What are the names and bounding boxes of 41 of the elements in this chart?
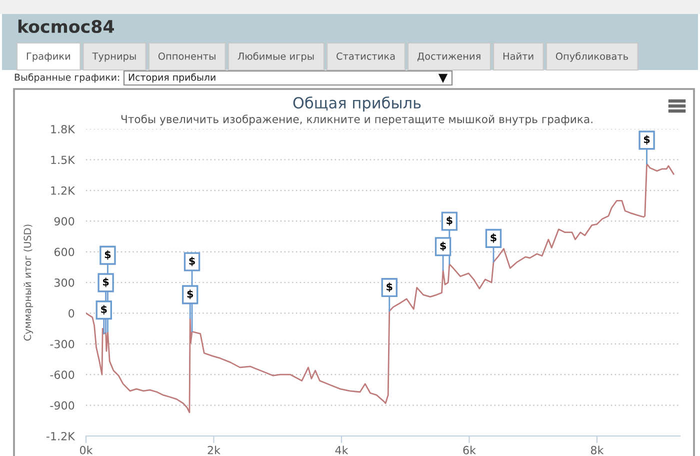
annotation: $ [104, 250, 111, 260]
y-tick-label: -900 [50, 401, 74, 410]
text: История прибыли [128, 73, 216, 83]
y-tick-label: -600 [50, 370, 74, 379]
chart-subtitle: Чтобы увеличить изображение, кликните и перетащите мышкой внутрь графика. [121, 114, 592, 126]
text: Графики [26, 52, 70, 62]
y-tick-label: -300 [50, 340, 74, 348]
text: kocmoc84 [18, 20, 114, 34]
annotation: $ [187, 290, 194, 300]
x-tick-label: 6k [463, 446, 476, 454]
y-axis-title: Суммарный итог (USD) [24, 224, 33, 341]
y-tick-label: 600 [54, 248, 74, 256]
annotation: $ [440, 242, 446, 252]
text: Статистика [336, 52, 395, 60]
text: Найти [503, 52, 534, 60]
x-tick-label: 8k [590, 446, 604, 454]
text: Опубликовать [556, 52, 628, 62]
x-tick-label: 4k [335, 446, 348, 454]
y-tick-label: 1.2K [51, 186, 76, 195]
annotation: $ [102, 278, 109, 288]
y-tick-label: 900 [54, 217, 74, 226]
text: Оппоненты [158, 52, 216, 60]
annotation: $ [644, 135, 650, 145]
y-tick-label: 300 [54, 278, 74, 287]
annotation: $ [386, 282, 392, 292]
y-tick-label: 1.5K [51, 156, 76, 164]
chart-title: Общая прибыль [293, 96, 421, 112]
annotation: $ [446, 216, 452, 226]
text: Выбранные графики: [14, 73, 120, 83]
text: Турниры [92, 52, 136, 62]
y-tick-label: -1.2K [46, 432, 76, 440]
text: Любимые игры [238, 52, 314, 62]
y-tick-label: 1.8K [51, 124, 76, 134]
line-series [86, 163, 674, 414]
x-tick-label: 0k [80, 446, 93, 454]
text: Достижения [417, 52, 480, 62]
x-tick-label: 2k [208, 446, 220, 454]
annotation: $ [490, 233, 496, 243]
y-tick-label: 0 [68, 309, 74, 318]
annotation: $ [101, 305, 107, 314]
annotation: $ [189, 256, 195, 266]
